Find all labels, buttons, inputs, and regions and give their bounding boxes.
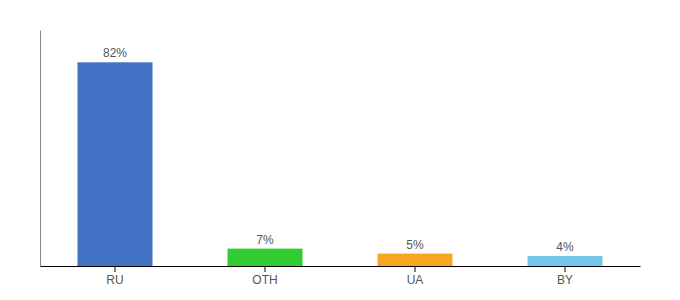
bar: [378, 254, 453, 266]
x-tick-mark: [265, 266, 266, 272]
bars: [78, 62, 603, 266]
data-label: 5%: [406, 238, 424, 252]
x-tick-label: RU: [106, 273, 123, 287]
x-tick: BY: [557, 266, 573, 287]
x-tick-mark: [565, 266, 566, 272]
chart-container: RU OTH UA BY 82% 7% 5% 4%: [0, 0, 680, 300]
x-tick-label: OTH: [252, 273, 277, 287]
x-tick: RU: [106, 266, 123, 287]
y-axis: [40, 31, 41, 267]
data-label: 4%: [556, 240, 574, 254]
x-axis-line: [41, 266, 641, 267]
chart-svg: RU OTH UA BY 82% 7% 5% 4%: [0, 0, 680, 300]
x-axis: RU OTH UA BY: [41, 266, 641, 287]
bar: [528, 256, 603, 266]
bar: [78, 62, 153, 266]
data-label: 82%: [103, 46, 127, 60]
x-tick: UA: [407, 266, 424, 287]
x-tick: OTH: [252, 266, 277, 287]
x-tick-label: UA: [407, 273, 424, 287]
y-axis-line: [40, 31, 41, 267]
x-tick-mark: [415, 266, 416, 272]
x-tick-label: BY: [557, 273, 573, 287]
x-tick-mark: [115, 266, 116, 272]
data-labels: 82% 7% 5% 4%: [103, 46, 574, 254]
bar: [228, 249, 303, 266]
plot-area: RU OTH UA BY 82% 7% 5% 4%: [41, 31, 641, 287]
data-label: 7%: [256, 233, 274, 247]
